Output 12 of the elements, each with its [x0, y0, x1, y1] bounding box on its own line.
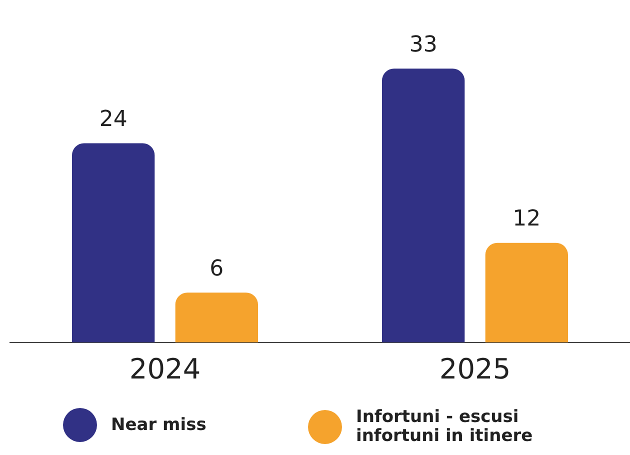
bar — [485, 242, 568, 342]
legend-label: Infortuni - escusi infortuni in itinere — [356, 407, 534, 446]
data-label: 24 — [99, 106, 128, 132]
legend-label: Near miss — [111, 414, 206, 434]
data-label: 6 — [210, 256, 224, 282]
bar — [382, 68, 465, 342]
data-label: 12 — [512, 206, 541, 232]
bar — [72, 143, 155, 342]
x-tick-label: 2024 — [129, 352, 201, 386]
x-tick-label: 2025 — [439, 352, 511, 386]
bar — [175, 292, 258, 342]
data-label: 33 — [409, 32, 438, 58]
